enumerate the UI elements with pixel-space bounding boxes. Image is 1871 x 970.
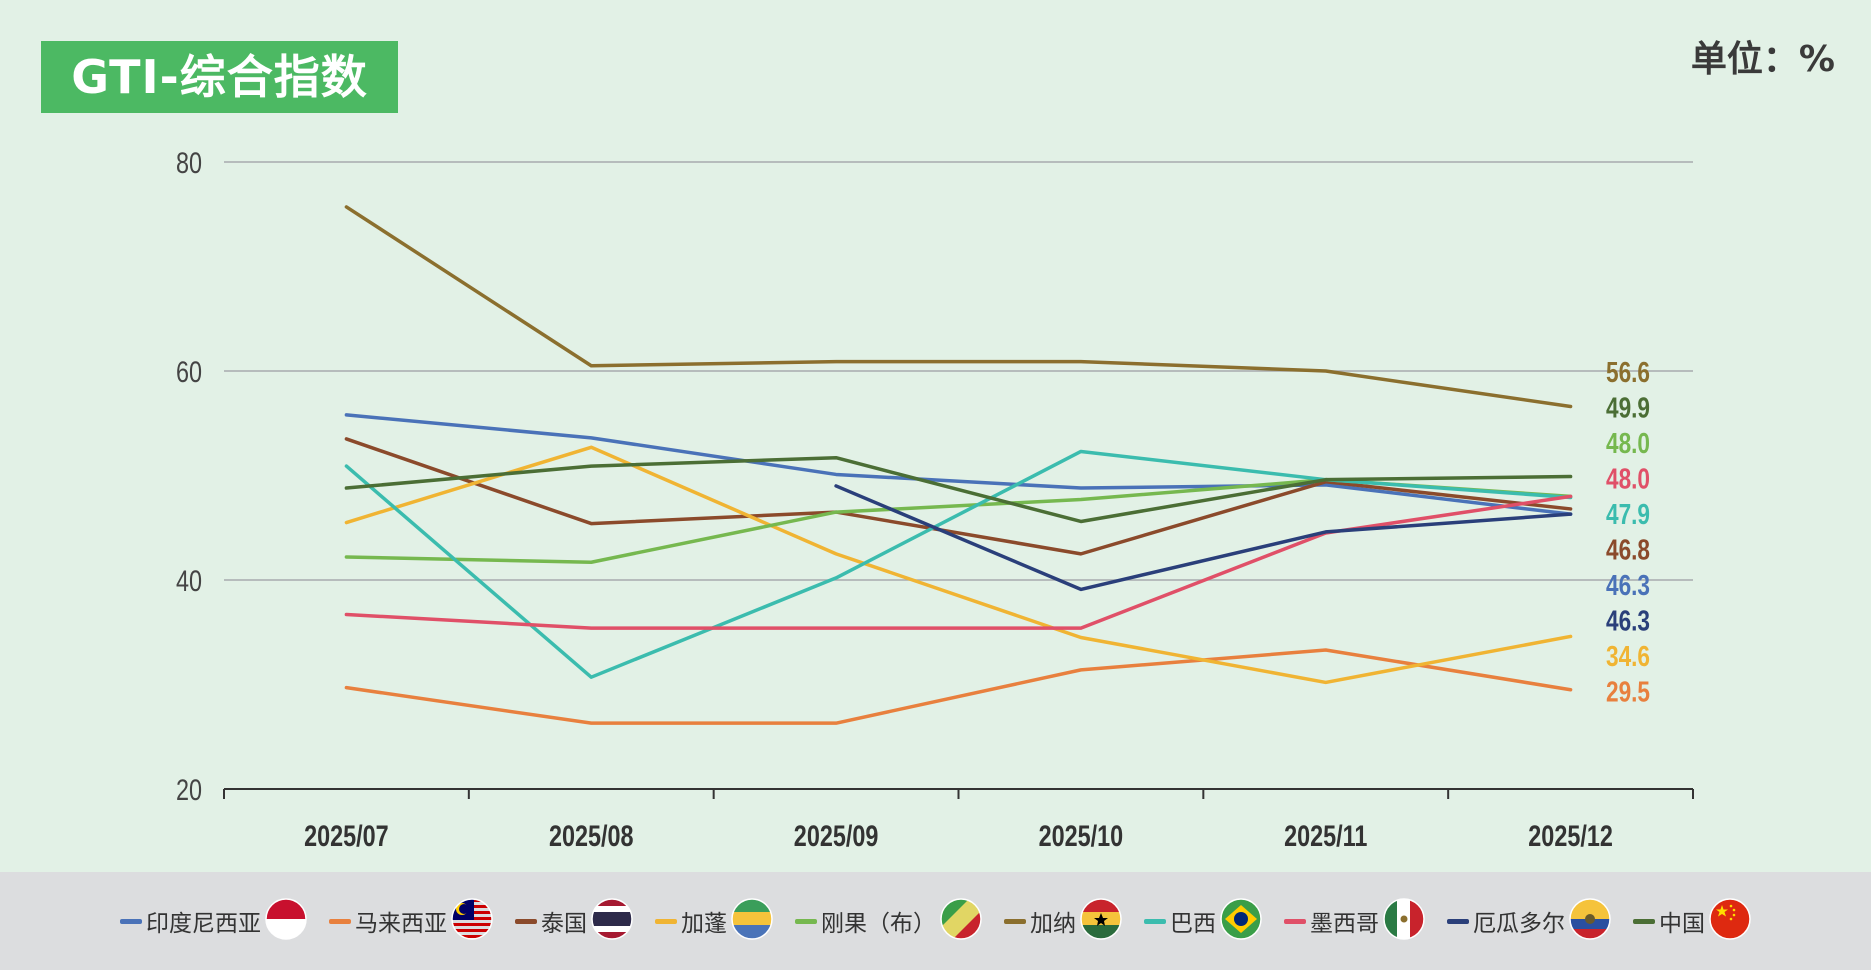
legend-item: 加蓬 — [655, 898, 773, 944]
legend-label: 刚果（布） — [821, 911, 936, 937]
series-line-8 — [834, 484, 1573, 592]
end-value-label: 56.6 — [1606, 355, 1650, 388]
thailand-flag-icon — [591, 898, 633, 944]
congo-flag-icon — [940, 898, 982, 944]
legend-label: 巴西 — [1170, 911, 1216, 937]
x-tick-label: 2025/10 — [1039, 819, 1124, 852]
chart-title: GTI-综合指数 — [41, 41, 398, 113]
legend-swatch — [795, 918, 817, 924]
series-line-9 — [344, 455, 1573, 524]
legend-swatch — [1004, 918, 1026, 924]
gabon-flag-icon — [731, 898, 773, 944]
ecuador-flag-icon — [1569, 898, 1611, 944]
end-value-label: 34.6 — [1606, 639, 1650, 672]
end-value-label: 48.0 — [1606, 462, 1650, 495]
legend-item: 墨西哥 — [1284, 898, 1425, 944]
legend-label: 加纳 — [1030, 911, 1076, 937]
legend-swatch — [655, 918, 677, 924]
legend-swatch — [1633, 918, 1655, 924]
mexico-flag-icon — [1383, 898, 1425, 944]
legend-item: 泰国 — [515, 898, 633, 944]
x-tick-label: 2025/08 — [549, 819, 634, 852]
end-value-label: 48.0 — [1606, 426, 1650, 459]
ghana-flag-icon — [1080, 898, 1122, 944]
legend-item: 刚果（布） — [795, 898, 982, 944]
y-tick-label: 80 — [176, 146, 202, 179]
legend-item: 加纳 — [1004, 898, 1122, 944]
legend-label: 中国 — [1659, 911, 1705, 937]
end-value-label: 46.8 — [1606, 533, 1650, 566]
y-tick-label: 60 — [176, 355, 202, 388]
brazil-flag-icon — [1220, 898, 1262, 944]
end-value-label: 46.3 — [1606, 604, 1650, 637]
malaysia-flag-icon — [451, 898, 493, 944]
series-line-1 — [344, 648, 1573, 725]
line-chart: 20 40 60 80 2025/07 2025/08 2025/09 2025/10 2025… — [176, 146, 1694, 853]
legend-swatch — [515, 918, 537, 924]
y-tick-label: 20 — [176, 773, 202, 806]
x-tick-label: 2025/07 — [304, 819, 389, 852]
legend-item: 巴西 — [1144, 898, 1262, 944]
legend-swatch — [329, 918, 351, 924]
end-value-label: 47.9 — [1606, 497, 1650, 530]
legend-label: 泰国 — [541, 911, 587, 937]
legend-label: 厄瓜多尔 — [1473, 911, 1565, 937]
legend: 印度尼西亚 马来西亚 泰国 加蓬 刚果（布） 加纳 巴西 墨西哥 厄瓜多尔 中国 — [0, 872, 1871, 970]
legend-swatch — [1447, 918, 1469, 924]
legend-item: 印度尼西亚 — [120, 898, 307, 944]
end-value-label: 46.3 — [1606, 568, 1650, 601]
legend-label: 马来西亚 — [355, 911, 447, 937]
series-line-6 — [344, 449, 1573, 679]
legend-swatch — [120, 918, 142, 924]
unit-label: 单位：% — [1690, 39, 1835, 80]
series-line-3 — [344, 445, 1573, 685]
series-line-2 — [344, 437, 1573, 556]
series-line-7 — [344, 494, 1573, 630]
end-value-label: 29.5 — [1606, 675, 1650, 708]
legend-item: 中国 — [1633, 898, 1751, 944]
x-tick-label: 2025/09 — [794, 819, 879, 852]
end-value-label: 49.9 — [1606, 391, 1650, 424]
legend-label: 墨西哥 — [1310, 911, 1379, 937]
x-tick-label: 2025/11 — [1284, 819, 1367, 852]
legend-label: 加蓬 — [681, 911, 727, 937]
legend-label: 印度尼西亚 — [146, 911, 261, 937]
series-line-5 — [344, 205, 1573, 409]
x-tick-label: 2025/12 — [1528, 819, 1613, 852]
y-tick-label: 40 — [176, 564, 202, 597]
china-flag-icon — [1709, 898, 1751, 944]
series-line-0 — [344, 413, 1573, 516]
legend-item: 厄瓜多尔 — [1447, 898, 1611, 944]
legend-item: 马来西亚 — [329, 898, 493, 944]
legend-swatch — [1284, 918, 1306, 924]
legend-swatch — [1144, 918, 1166, 924]
indonesia-flag-icon — [265, 898, 307, 944]
